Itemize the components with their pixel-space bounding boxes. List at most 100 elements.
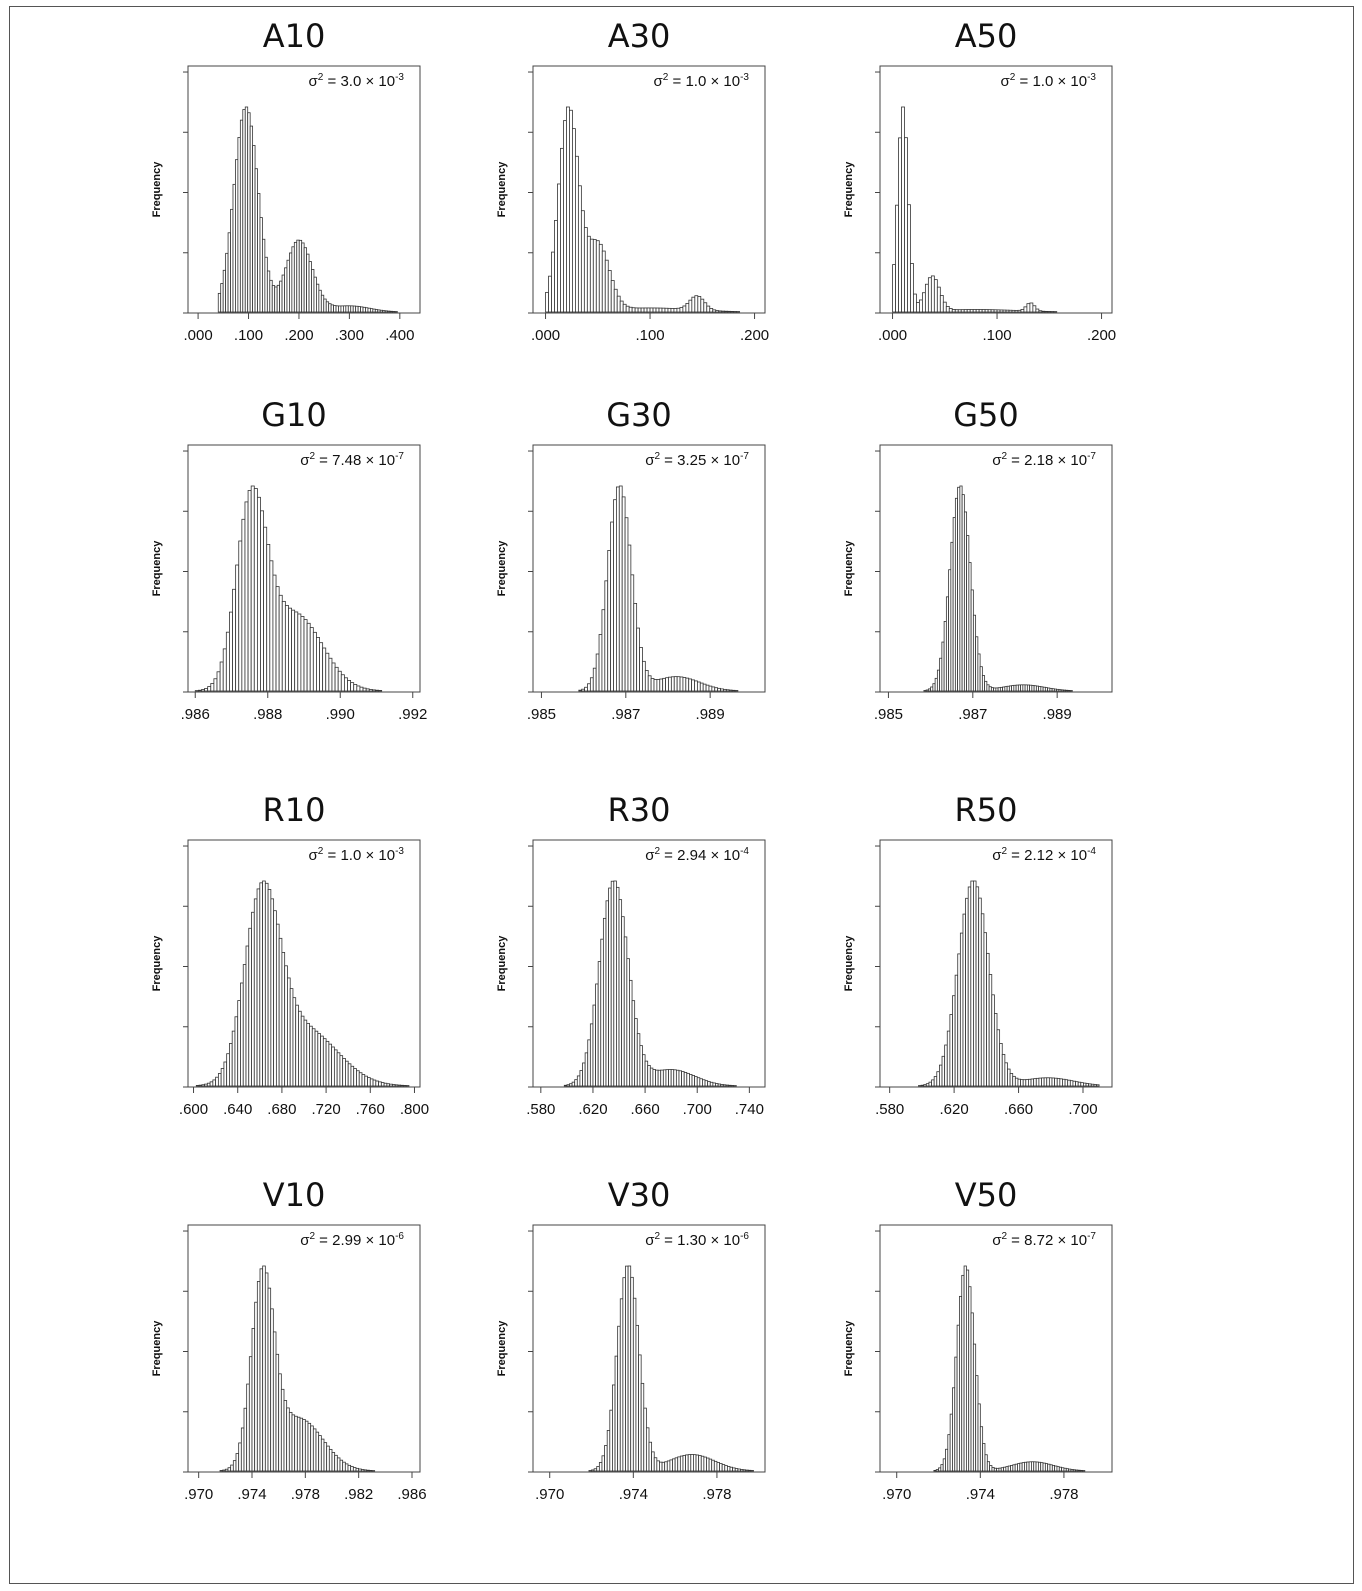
- x-tick-label: .970: [535, 1486, 564, 1503]
- histogram-bar: [647, 675, 652, 692]
- x-tick-label: .985: [527, 706, 556, 723]
- histogram-bar: [264, 882, 269, 1087]
- histogram-bar: [1020, 308, 1025, 313]
- histogram-bar: [691, 296, 696, 313]
- y-axis-title: Frequency: [496, 161, 508, 218]
- histogram-bar: [1032, 305, 1037, 313]
- histogram-bar: [622, 303, 627, 313]
- histogram-bar: [325, 1040, 330, 1087]
- variance-annotation: σ2 = 2.99 × 10-6: [300, 1231, 404, 1249]
- x-tick-label: .000: [531, 327, 560, 344]
- histogram-bar: [209, 1081, 214, 1087]
- x-tick-label: .640: [223, 1101, 252, 1118]
- histogram-bar: [232, 588, 237, 692]
- histogram-bar: [350, 1065, 355, 1087]
- histogram-bar: [334, 666, 339, 692]
- x-tick-label: .970: [882, 1486, 911, 1503]
- histogram-bar: [263, 526, 268, 692]
- histogram-bar: [595, 653, 600, 692]
- histogram-bar: [652, 307, 657, 313]
- variance-symbol: σ: [645, 452, 655, 469]
- histogram-panel-g30: G30 Frequency .985 .987 .989 σ2 = 3.25 × 10-7: [485, 395, 775, 735]
- histogram-bar: [1011, 309, 1016, 313]
- histogram-bar: [907, 204, 911, 313]
- histogram-bar: [246, 1383, 250, 1472]
- histogram-bar: [229, 611, 233, 692]
- histogram-bar: [197, 689, 202, 692]
- histogram-bar: [731, 689, 736, 692]
- histogram-bar: [383, 1082, 388, 1087]
- histogram-bar: [234, 1016, 239, 1087]
- histogram-bars: [892, 106, 1058, 313]
- histogram-bar: [723, 688, 727, 692]
- histogram-bar: [598, 634, 603, 692]
- histogram-bar: [984, 309, 989, 313]
- histogram-bar: [322, 647, 327, 692]
- histogram-panel-a10: A10 Frequency .000 .100 .200 .300 .400 σ2 = 3.0…: [140, 16, 430, 356]
- histogram-bar: [358, 1072, 363, 1087]
- histogram-bar: [365, 688, 370, 692]
- histogram-bar: [699, 682, 704, 692]
- plot-frame: [187, 1224, 421, 1473]
- histogram-bar: [566, 106, 570, 313]
- histogram-bar: [927, 277, 932, 313]
- histogram-bar: [604, 259, 609, 313]
- histogram-bar: [643, 307, 648, 313]
- histogram-bar: [904, 137, 908, 313]
- histogram-bar: [618, 485, 623, 692]
- histogram-bar: [339, 1055, 344, 1087]
- histogram-bar: [244, 501, 249, 692]
- histogram-bar: [730, 311, 735, 313]
- histogram-plot: Frequency .000 .100 .200 .300 .400 σ2 = 3.0 × …: [151, 65, 421, 344]
- histogram-bars: [918, 880, 1100, 1087]
- x-tick-label: .660: [630, 1101, 659, 1118]
- histogram-panel-g50: G50 Frequency .985 .987 .989 σ2 = 2.18 × 10-7: [832, 395, 1122, 735]
- variance-exponent: -6: [740, 1231, 749, 1242]
- histogram-panel-r30: R30 Frequency .580 .620 .660 .700 .740 σ2 = 2.9…: [485, 790, 775, 1130]
- x-tick-label: .800: [400, 1101, 429, 1118]
- y-axis-title: Frequency: [151, 1320, 163, 1377]
- variance-mantissa: = 1.30 × 10: [660, 1232, 740, 1249]
- histogram-bar: [728, 689, 733, 692]
- panel-title: A50: [954, 17, 1018, 55]
- histogram-bar: [637, 307, 642, 313]
- histogram-plot: Frequency .986 .988 .990 .992 σ2 = 7.48 × 10-…: [151, 444, 427, 723]
- histogram-bar: [361, 1074, 366, 1087]
- histogram-bar: [644, 670, 649, 692]
- histogram-bar: [251, 1327, 256, 1472]
- histogram-bar: [281, 952, 286, 1087]
- histogram-bar: [230, 1464, 234, 1472]
- histogram-bar: [551, 251, 555, 313]
- histogram-bar: [207, 686, 212, 692]
- histogram-bar: [289, 988, 294, 1087]
- histogram-bar: [300, 1015, 305, 1087]
- histogram-bar: [951, 309, 956, 313]
- panel-title: V30: [607, 1176, 671, 1214]
- histogram-bar: [259, 882, 263, 1087]
- histogram-bar: [248, 927, 252, 1087]
- variance-exponent: -3: [1087, 72, 1096, 83]
- histogram-bar: [734, 690, 739, 692]
- histogram-bar: [397, 1084, 402, 1087]
- histogram-bar: [256, 888, 261, 1087]
- x-tick-label: .760: [356, 1101, 385, 1118]
- histogram-bar: [284, 605, 289, 692]
- variance-mantissa: = 3.0 × 10: [323, 73, 395, 90]
- histogram-panel-r50: R50 Frequency .580 .620 .660 .700 σ2 = 2.12 × …: [832, 790, 1122, 1130]
- histogram-bar: [659, 678, 664, 692]
- histogram-bar: [948, 308, 953, 313]
- histogram-bar: [924, 283, 929, 313]
- histogram-bar: [578, 689, 583, 692]
- histogram-bar: [219, 1470, 224, 1472]
- histogram-bar: [204, 1083, 208, 1087]
- x-tick-label: .200: [284, 327, 313, 344]
- histogram-bar: [284, 965, 288, 1087]
- variance-symbol-exponent: 2: [318, 72, 324, 83]
- histogram-bar: [688, 299, 693, 313]
- histogram-bar: [372, 1079, 377, 1087]
- panel-title: G30: [606, 396, 672, 434]
- histogram-bar: [615, 486, 620, 692]
- variance-symbol-exponent: 2: [654, 1231, 660, 1242]
- y-axis-title: Frequency: [843, 161, 855, 218]
- y-axis-title: Frequency: [843, 1320, 855, 1377]
